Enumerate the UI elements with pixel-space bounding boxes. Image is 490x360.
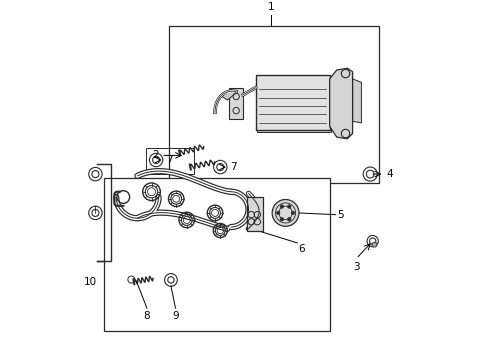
Text: 8: 8 (144, 311, 150, 321)
Circle shape (280, 217, 284, 221)
Text: 7: 7 (230, 162, 237, 172)
Text: 6: 6 (298, 244, 305, 253)
Circle shape (276, 211, 280, 215)
Polygon shape (222, 89, 236, 100)
Circle shape (288, 217, 291, 221)
Text: 4: 4 (386, 169, 392, 179)
Polygon shape (330, 68, 353, 139)
Circle shape (372, 242, 377, 247)
Text: 5: 5 (337, 210, 343, 220)
Bar (169, 26, 379, 183)
Text: 3: 3 (353, 262, 360, 272)
Bar (257, 77, 331, 132)
Bar (247, 197, 263, 230)
Text: 9: 9 (172, 311, 179, 321)
Bar (146, 148, 194, 174)
Text: 2: 2 (152, 150, 159, 161)
Text: 7: 7 (166, 155, 172, 165)
Circle shape (272, 199, 299, 226)
Polygon shape (353, 79, 362, 123)
Text: 10: 10 (84, 277, 97, 287)
Circle shape (291, 211, 294, 215)
Bar (229, 88, 243, 120)
Text: 1: 1 (268, 2, 275, 12)
Circle shape (280, 205, 284, 208)
Bar (104, 177, 330, 331)
Bar (256, 75, 330, 130)
Circle shape (288, 205, 291, 208)
